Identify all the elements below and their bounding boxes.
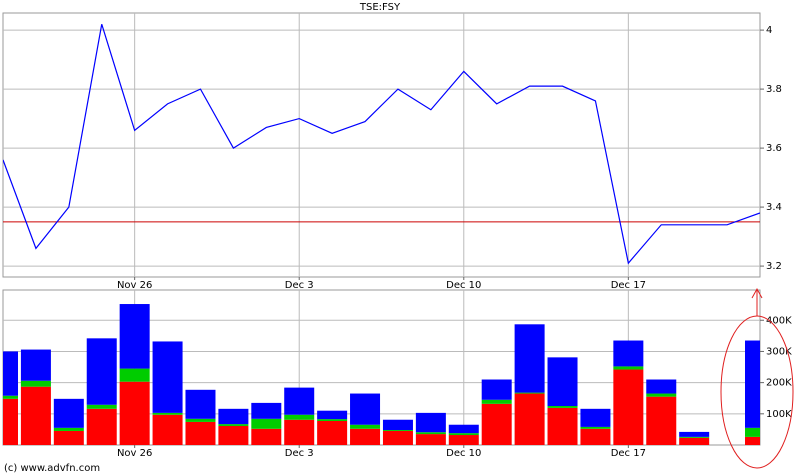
y-tick-label: 400K [766, 315, 792, 326]
volume-bar [3, 398, 18, 445]
y-tick-label: 3.6 [766, 143, 782, 154]
axes: 3.2 3.4 3.6 3.8 4 Nov 26 Dec 3 Dec 10 Dec 17 100K… [117, 25, 792, 459]
volume-bar [350, 424, 381, 429]
annotation-arrow [751, 287, 763, 316]
volume-bar [185, 421, 216, 445]
y-tick-label: 4 [766, 25, 772, 36]
volume-bar [53, 398, 84, 428]
y-tick-label: 300K [766, 346, 792, 357]
volume-bar [646, 396, 677, 445]
volume-plot [3, 290, 760, 445]
y-tick-label: 100K [766, 409, 792, 420]
volume-bar [317, 410, 348, 420]
volume-bar [613, 340, 644, 367]
volume-bar [284, 387, 315, 415]
volume-bar [251, 418, 282, 429]
y-tick-label: 200K [766, 378, 792, 389]
volume-bar [547, 406, 578, 408]
plot-frame [2, 12, 761, 278]
volume-bar [448, 424, 479, 434]
volume-bar [152, 341, 183, 413]
volume-bar [20, 386, 51, 445]
volume-bar [20, 380, 51, 387]
x-tick-label: Dec 10 [446, 280, 481, 291]
y-tick-label: 3.8 [766, 84, 782, 95]
volume-bar [646, 393, 677, 397]
volume-bar [514, 392, 545, 394]
price-line [3, 24, 760, 265]
volume-bar [350, 428, 381, 445]
volume-bar [646, 379, 677, 394]
volume-bar [119, 368, 150, 382]
volume-bar [613, 366, 644, 370]
volume-bar [119, 381, 150, 445]
volume-bar [317, 419, 348, 421]
volume-bar [3, 351, 18, 396]
volume-bar [20, 349, 51, 381]
volume-bar [415, 412, 446, 433]
volume-bar [415, 432, 446, 435]
y-tick-label: 3.2 [766, 261, 782, 272]
volume-bar [679, 431, 710, 437]
volume-bar [448, 435, 479, 445]
volume-bar [218, 425, 249, 445]
volume-bar [514, 393, 545, 445]
volume-bar [3, 395, 18, 399]
volume-bar [218, 424, 249, 426]
volume-bar [547, 407, 578, 445]
volume-bar [514, 324, 545, 393]
volume-bar [317, 420, 348, 445]
volume-bar [53, 427, 84, 431]
volume-bar [284, 414, 315, 420]
volume-bar [481, 399, 512, 404]
volume-bar [415, 434, 446, 445]
volume-bar [251, 428, 282, 445]
volume-bar [679, 437, 710, 445]
volume-bar [547, 357, 578, 407]
volume-bar [580, 426, 611, 429]
volume-bar [745, 427, 760, 437]
volume-bar [580, 428, 611, 445]
x-tick-label: Dec 17 [611, 280, 646, 291]
volume-bar [284, 419, 315, 445]
x-tick-label: Dec 3 [285, 280, 314, 291]
volume-bar [185, 418, 216, 422]
price-plot [3, 13, 760, 277]
volume-bar [613, 369, 644, 445]
volume-bar [86, 408, 117, 445]
volume-bar [350, 393, 381, 425]
volume-bar [382, 419, 413, 431]
volume-bar [382, 430, 413, 445]
volume-bar [745, 436, 760, 445]
chart-title: TSE:FSY [359, 2, 401, 13]
volume-bar [580, 408, 611, 427]
volume-bar [481, 379, 512, 400]
credit: (c) www.advfn.com [4, 463, 100, 474]
volume-bar [53, 430, 84, 445]
volume-bar [185, 389, 216, 419]
volume-bar [679, 436, 710, 438]
volume-bar [86, 338, 117, 405]
volume-bar [86, 404, 117, 409]
volume-bar [745, 340, 760, 428]
volume-bar [218, 408, 249, 425]
y-tick-label: 3.4 [766, 202, 782, 213]
volume-bar [152, 412, 183, 415]
x-tick-label: Nov 26 [117, 448, 152, 459]
x-tick-label: Nov 26 [117, 280, 152, 291]
x-tick-label: Dec 3 [285, 448, 314, 459]
volume-bar [152, 414, 183, 445]
volume-bar [119, 304, 150, 369]
volume-bar [382, 430, 413, 431]
x-tick-label: Dec 10 [446, 448, 481, 459]
volume-bar [251, 402, 282, 419]
volume-bar [448, 433, 479, 436]
x-tick-label: Dec 17 [611, 448, 646, 459]
volume-bar [481, 403, 512, 445]
